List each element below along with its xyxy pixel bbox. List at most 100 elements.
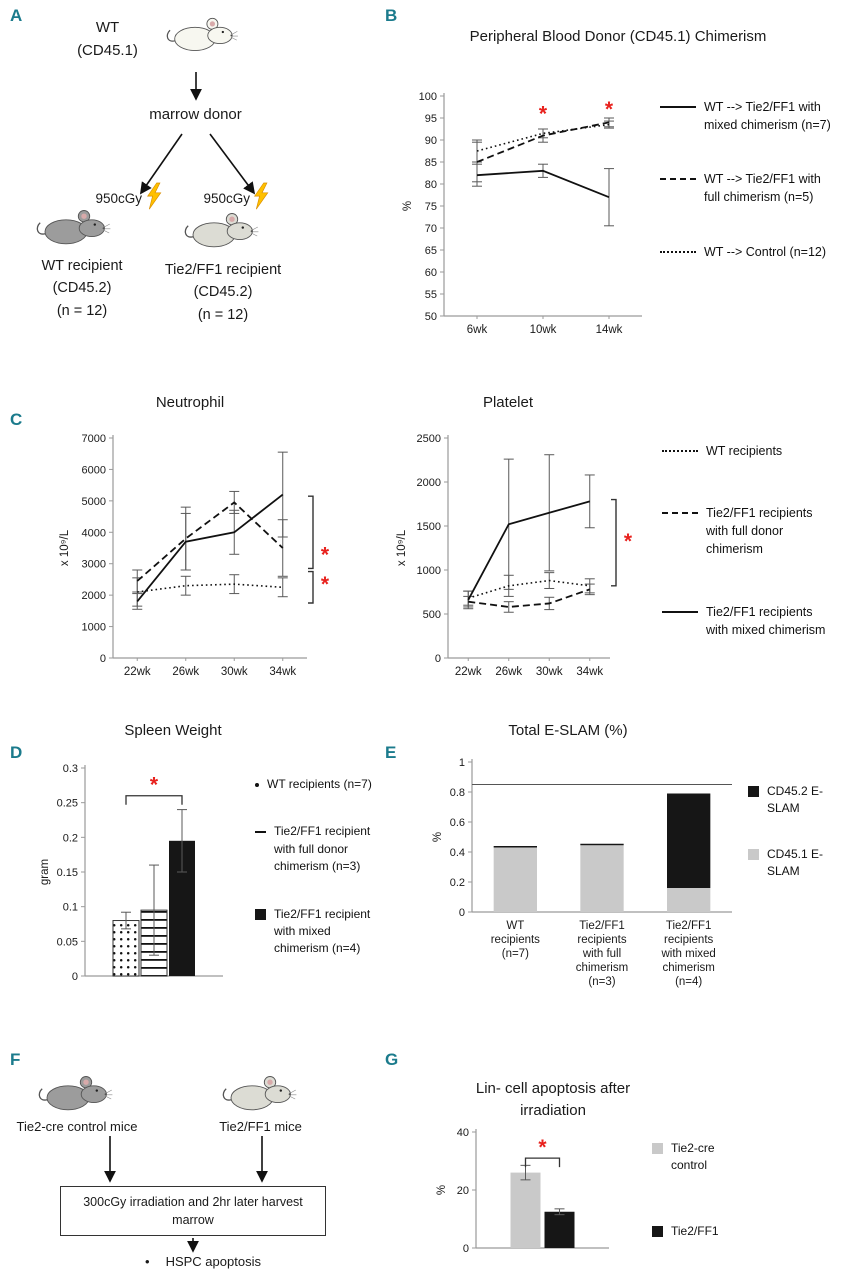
spleen-legend: WT recipients (n=7) Tie2/FF1 recipient w… [255, 776, 377, 958]
legend-label: Tie2/FF1 recipients with full donor chim… [706, 506, 813, 557]
legend-entry: Tie2/FF1 recipients with full donor chim… [662, 504, 838, 558]
donor-line: WT [95, 19, 120, 36]
apoptosis-chart: 0 20 40% * [436, 1127, 609, 1255]
svg-text:gram: gram [39, 859, 51, 885]
dashed-line-sample [660, 178, 696, 181]
blood-counts-legend: WT recipients Tie2/FF1 recipients with f… [662, 442, 838, 639]
panel-e-label: E [385, 743, 397, 762]
total-eslam-chart: 0 0.2 0.4 0.6 0.8 1% WT recipients (n=7) Tie2/FF1… [432, 757, 732, 988]
legend-label: WT --> Tie2/FF1 with mixed chimerism (n=… [704, 100, 831, 133]
hspc-apoptosis-label: HSPC apoptosis [165, 1254, 261, 1269]
svg-text:0: 0 [435, 653, 441, 665]
svg-text:100: 100 [419, 91, 437, 103]
dotted-line-sample [660, 250, 696, 253]
eslam-legend: CD45.2 E-SLAM CD45.1 E-SLAM [748, 783, 834, 881]
legend-label: Tie2-cre control [671, 1141, 715, 1173]
dotted-line-sample [662, 450, 698, 452]
svg-text:55: 55 [425, 289, 437, 301]
dash-marker-icon [255, 831, 266, 834]
dashed-line-sample [662, 512, 698, 515]
legend-label: CD45.1 E-SLAM [767, 846, 824, 879]
donor-line: (CD45.1) [77, 42, 138, 60]
legend-label: WT recipients [706, 444, 783, 458]
svg-text:0.2: 0.2 [450, 877, 465, 889]
arrow-right-icon [209, 133, 256, 195]
svg-text:0: 0 [100, 653, 106, 665]
svg-text:2000: 2000 [417, 477, 441, 489]
tie2cre-mice-label: Tie2-cre control mice [16, 1119, 138, 1134]
svg-text:0.6: 0.6 [450, 817, 465, 829]
svg-text:*: * [538, 1136, 547, 1159]
svg-text:80: 80 [425, 179, 437, 191]
apoptosis-chart-title: Lin- cell apoptosis after irradiation [475, 1080, 631, 1119]
svg-text:50: 50 [425, 311, 437, 323]
box-line: 300cGy irradiation and 2hr later harvest [83, 1194, 303, 1209]
svg-text:0: 0 [459, 907, 465, 919]
chimerism-chart-title: Peripheral Blood Donor (CD45.1) Chimeris… [469, 28, 767, 45]
svg-text:x 10⁹/L: x 10⁹/L [396, 529, 408, 566]
svg-text:0: 0 [72, 971, 78, 983]
black-square-icon [255, 908, 266, 920]
eslam-chart-title: Total E-SLAM (%) [508, 722, 628, 739]
arrow-left-icon [139, 133, 183, 195]
box-line: marrow [172, 1213, 214, 1227]
svg-text:6000: 6000 [82, 464, 106, 476]
svg-text:0.2: 0.2 [63, 832, 78, 844]
panel-g-label: G [385, 1050, 399, 1069]
black-square-icon [748, 786, 759, 797]
legend-entry: Tie2/FF1 recipient with full donor chime… [255, 823, 377, 875]
black-square-icon [652, 1225, 663, 1237]
svg-text:90: 90 [425, 135, 437, 147]
wt-recipient-mouse-icon [36, 209, 112, 245]
svg-text:40: 40 [457, 1127, 469, 1139]
lightning-icon [254, 182, 269, 210]
svg-text:*: * [605, 98, 614, 121]
svg-text:34wk: 34wk [269, 666, 296, 678]
svg-text:*: * [150, 774, 159, 797]
gray-square-icon [748, 848, 759, 860]
svg-text:95: 95 [425, 113, 437, 125]
svg-text:%: % [402, 201, 414, 211]
svg-text:30wk: 30wk [221, 666, 248, 678]
svg-text:5000: 5000 [82, 496, 106, 508]
chimerism-legend: WT --> Tie2/FF1 with mixed chimerism (n=… [660, 98, 832, 261]
svg-text:7000: 7000 [82, 433, 106, 445]
legend-entry: WT --> Tie2/FF1 with full chimerism (n=5… [660, 170, 832, 206]
svg-text:0.8: 0.8 [450, 787, 465, 799]
legend-entry: Tie2/FF1 recipient with mixed chimerism … [255, 906, 377, 958]
legend-label: WT --> Control (n=12) [704, 244, 827, 259]
svg-text:14wk: 14wk [596, 324, 623, 336]
recipient-line: (n = 12) [56, 302, 108, 319]
svg-text:0.1: 0.1 [63, 902, 78, 914]
apoptosis-legend: Tie2-cre control Tie2/FF1 [652, 1140, 734, 1240]
tie2cre-mouse-icon [38, 1075, 114, 1111]
chimerism-chart: 50 55 60 65 70 75 80 85 90 95 100% 6wk 10wk 14wk * * [402, 91, 642, 336]
svg-text:0.25: 0.25 [57, 798, 78, 810]
svg-text:1000: 1000 [417, 565, 441, 577]
legend-entry: WT --> Control (n=12) [660, 243, 832, 261]
legend-entry: WT recipients [662, 442, 838, 460]
hspc-apoptosis-line: • HSPC apoptosis [118, 1254, 288, 1269]
recipient-line: (CD45.2) [52, 280, 112, 297]
dot-marker-icon [255, 783, 259, 787]
legend-label: Tie2/FF1 recipient with full donor chime… [274, 824, 371, 874]
transplant-schematic [36, 17, 269, 248]
svg-text:*: * [321, 573, 330, 596]
svg-text:2000: 2000 [82, 590, 106, 602]
legend-label: WT recipients (n=7) [267, 777, 372, 791]
svg-text:x 10⁹/L: x 10⁹/L [59, 529, 71, 566]
legend-entry: Tie2/FF1 recipients with mixed chimerism [662, 603, 838, 639]
svg-text:34wk: 34wk [576, 666, 603, 678]
svg-text:6wk: 6wk [467, 324, 488, 336]
svg-text:2500: 2500 [417, 433, 441, 445]
dose-left-label: 950cGy [95, 191, 142, 206]
legend-entry: WT recipients (n=7) [255, 776, 377, 793]
svg-text:70: 70 [425, 223, 437, 235]
tie2-recipient-mouse-icon [184, 212, 260, 248]
svg-text:20: 20 [457, 1185, 469, 1197]
tie2ff1-mice-label: Tie2/FF1 mice [219, 1119, 302, 1134]
panel-f-label: F [10, 1050, 21, 1069]
svg-text:*: * [321, 543, 330, 566]
